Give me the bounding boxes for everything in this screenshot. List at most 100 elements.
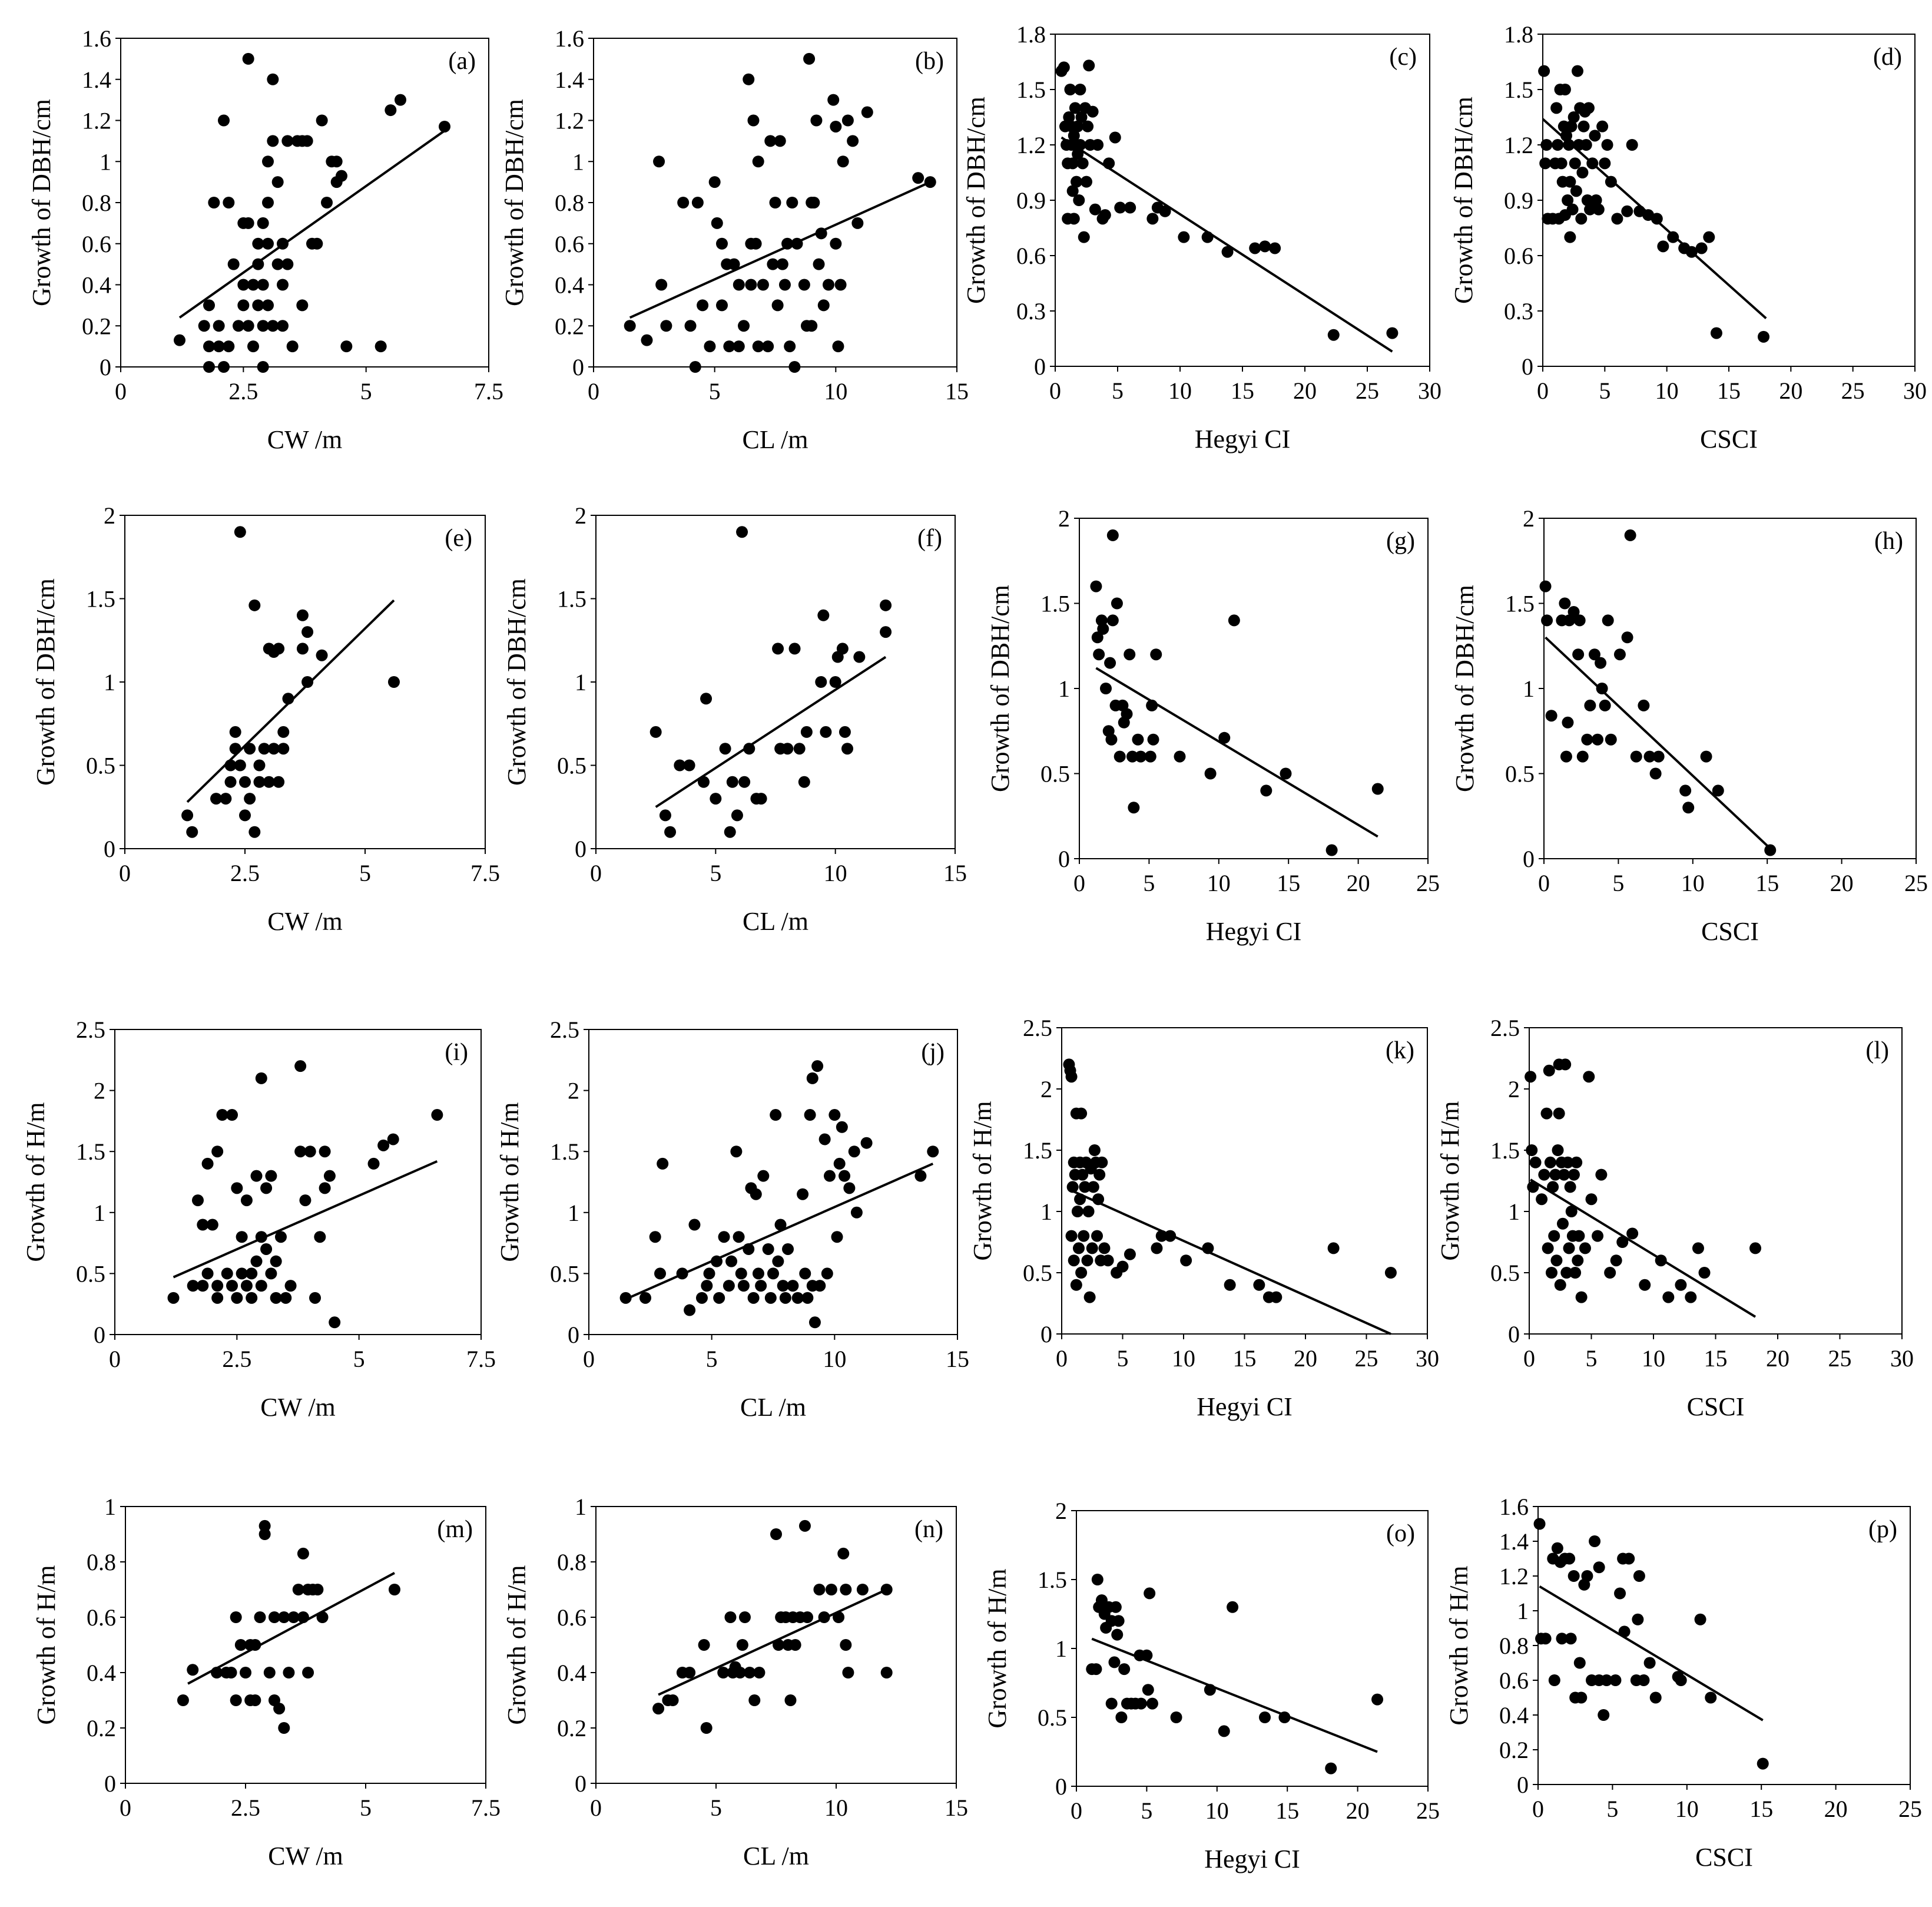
y-tick-label: 2 [568,1078,579,1104]
y-tick-label: 0.6 [1499,1667,1529,1694]
panel-label: (a) [448,48,476,75]
y-tick-label: 0 [94,1322,105,1348]
y-tick-label: 0.5 [1490,1260,1520,1286]
data-point [1700,750,1712,763]
data-point [294,1145,307,1158]
data-point [820,726,832,738]
data-point [1063,111,1075,123]
data-point [1072,1242,1085,1254]
y-tick-label: 0.8 [1499,1633,1529,1659]
data-point [817,609,830,621]
data-point [1112,1615,1125,1627]
data-point [1108,1656,1121,1668]
data-point [1079,1181,1091,1193]
data-point [733,340,745,353]
data-point [1749,1242,1762,1254]
data-point [1539,157,1552,170]
data-point [211,1292,224,1304]
data-point [1076,157,1089,170]
x-tick-label: 30 [1418,378,1441,404]
y-tick-label: 1 [568,1200,579,1226]
trend-line [658,1588,887,1696]
data-point [664,826,677,838]
x-tick-label: 5 [1143,870,1155,896]
y-tick-label: 1.5 [1038,1567,1067,1593]
data-point [821,1267,833,1280]
data-point [1109,1601,1122,1613]
data-point [1144,750,1156,763]
data-point [800,726,813,738]
data-point [231,1292,243,1304]
x-tick-label: 10 [1655,378,1679,404]
data-point [1610,1254,1622,1267]
data-point [1253,1279,1265,1291]
data-point [230,1694,242,1706]
data-point [825,1584,837,1595]
panel-label: (b) [915,48,944,75]
y-tick-label: 0 [568,1322,579,1348]
data-point [1227,1601,1239,1613]
data-point [1180,1254,1192,1267]
data-point [1695,242,1708,254]
data-point [1150,648,1162,661]
x-tick-label: 5 [710,860,721,886]
x-tick-label: 30 [1416,1345,1439,1372]
data-point [301,135,313,147]
data-point [730,1145,743,1158]
data-point [284,1280,297,1292]
data-point [713,1292,725,1304]
data-point [1548,1674,1560,1686]
data-point [1598,1709,1610,1721]
data-point [1371,783,1384,795]
x-tick-label: 25 [1904,870,1928,896]
data-point [786,197,798,208]
trend-line [186,599,395,803]
data-point [1078,1230,1090,1242]
data-point [700,1722,713,1734]
data-point [267,320,279,332]
x-tick-label: 10 [1207,870,1231,896]
data-point [1757,330,1769,343]
data-point [1657,240,1669,253]
x-axis-label: CW /m [268,1842,343,1870]
data-point [717,1667,730,1678]
data-point [1114,201,1126,214]
x-tick-label: 15 [943,860,967,886]
data-point [319,1182,331,1194]
data-point [198,320,210,332]
data-point [1613,648,1626,661]
chart-panel-p: 0 5 10 15 20 25 0 0.2 0.4 0.6 0.8 1 1.2 1.4 1.6 CSCI Gro… [1444,1494,1922,1872]
data-point [395,94,406,106]
data-point [752,1267,764,1280]
data-point [1545,1267,1557,1279]
x-tick-label: 25 [1355,1345,1378,1372]
data-point [1221,246,1234,258]
trend-line [1539,1585,1764,1721]
data-point [1069,102,1081,114]
data-point [1638,1674,1650,1686]
data-point [797,1188,809,1200]
data-point [237,299,250,312]
y-tick-label: 0.6 [87,1604,116,1631]
y-tick-label: 1 [1523,676,1535,702]
data-point [262,155,274,168]
x-tick-label: 10 [1168,378,1192,404]
data-point [774,1219,787,1231]
data-point [274,1231,287,1243]
x-tick-label: 0 [1537,378,1549,404]
data-point [719,743,731,755]
data-point [1570,185,1582,197]
data-point [1589,1535,1601,1547]
x-tick-label: 25 [1898,1796,1922,1822]
data-point [1386,327,1399,339]
data-point [750,1188,762,1200]
data-point [240,1280,253,1292]
data-point [1146,213,1159,225]
data-point [213,320,225,332]
data-point [716,237,728,250]
data-point [764,135,777,147]
x-tick-label: 15 [945,378,969,405]
data-point [1065,1071,1078,1083]
x-tick-label: 2.5 [231,1795,260,1821]
data-point [387,1133,399,1145]
